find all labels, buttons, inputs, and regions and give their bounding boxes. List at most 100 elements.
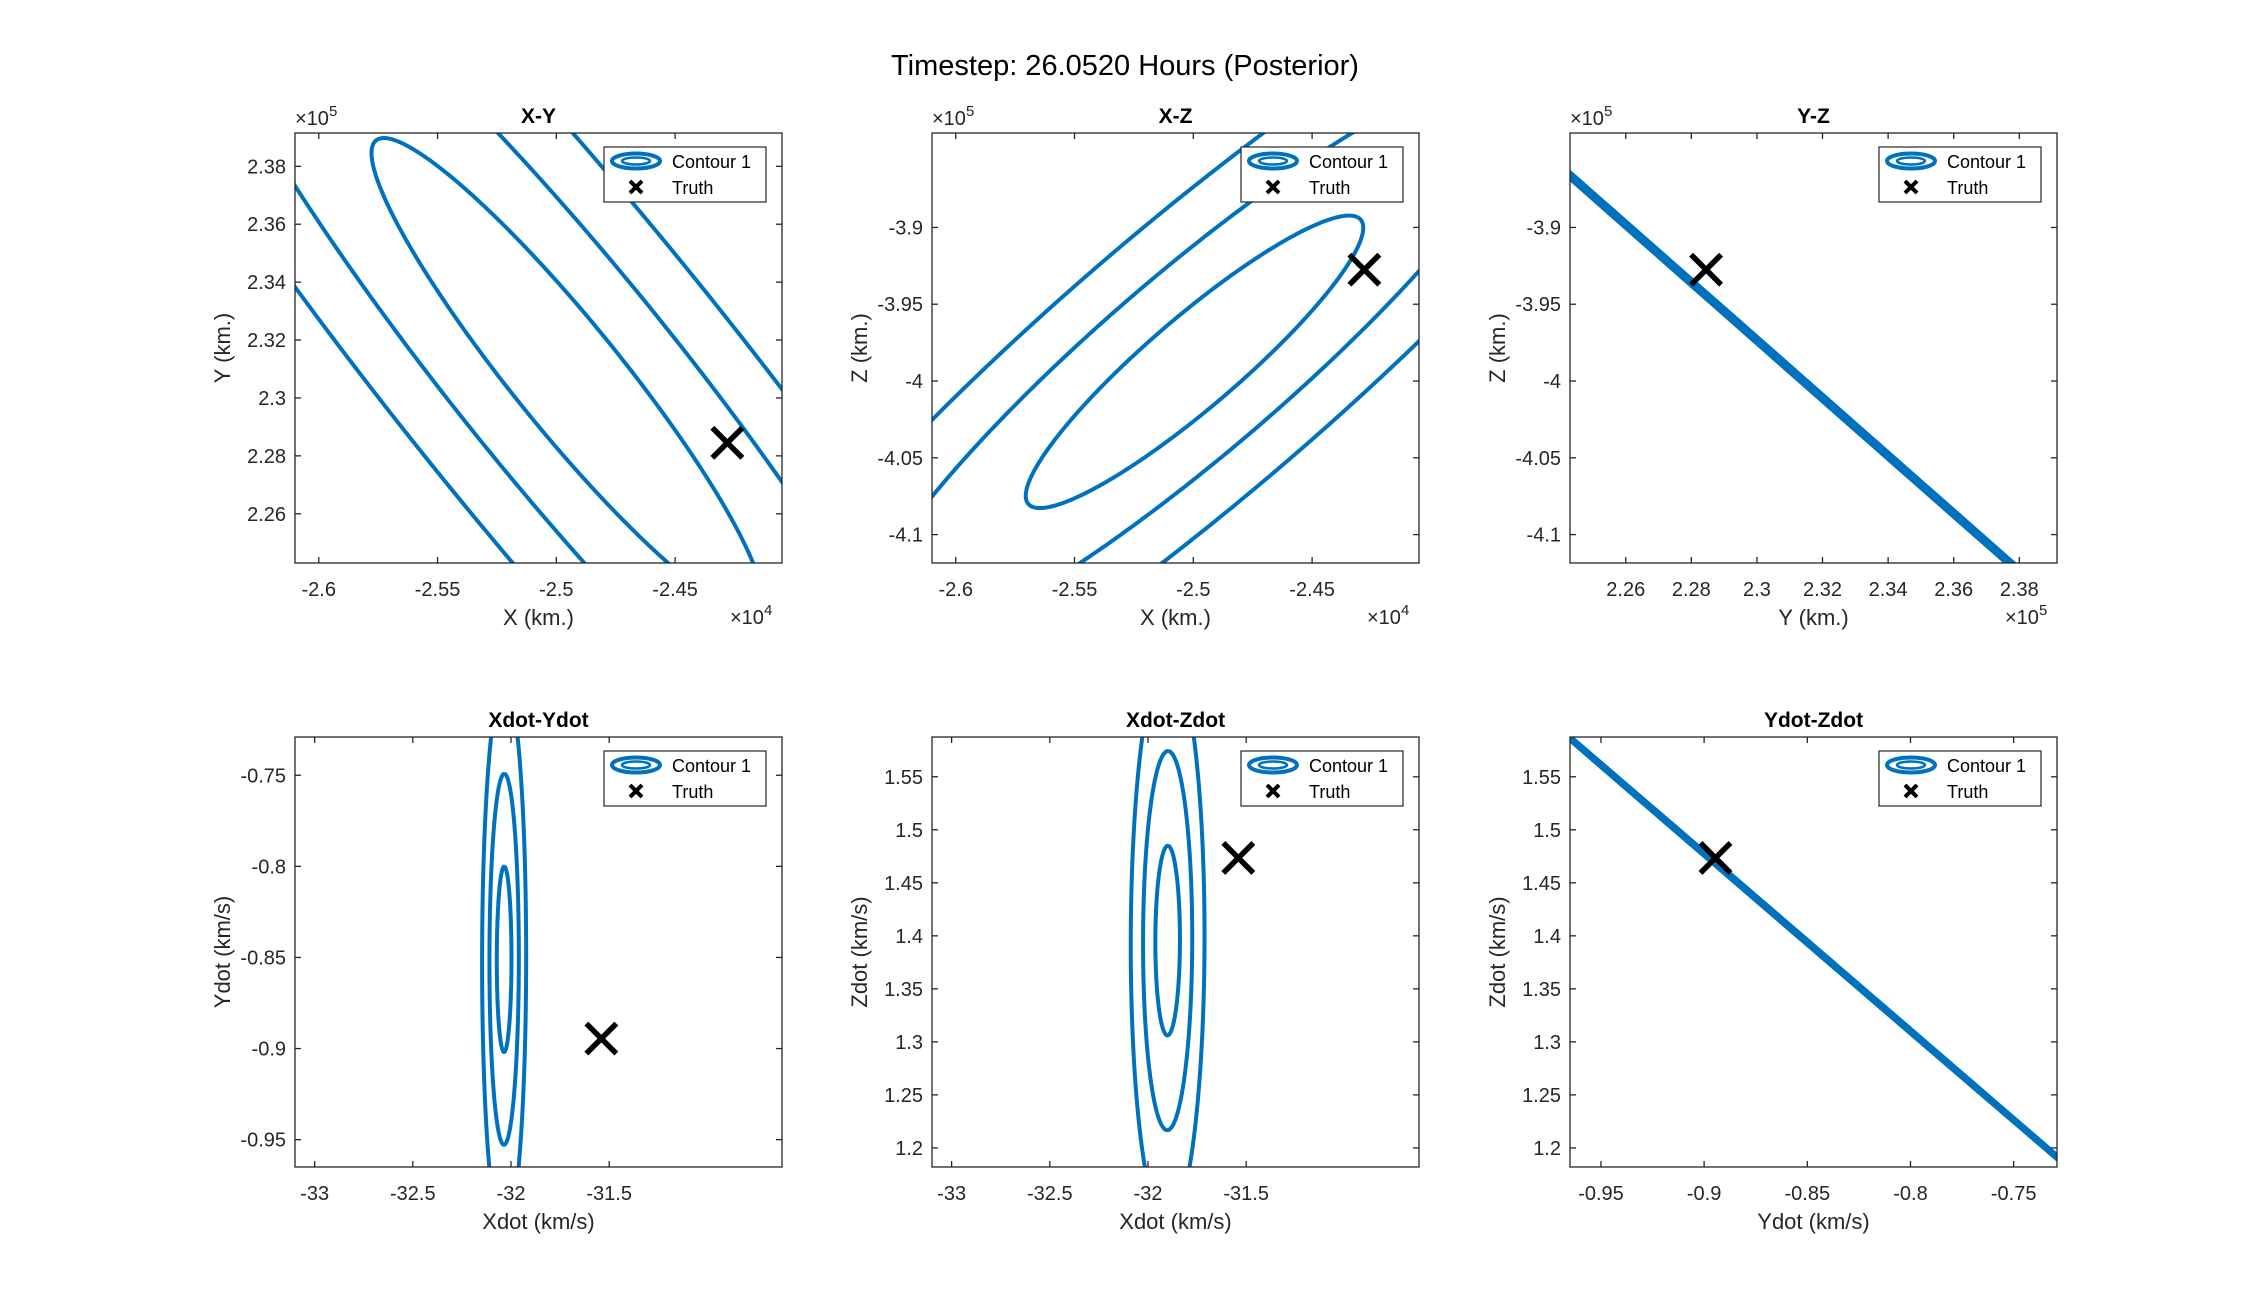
legend-entry-truth: Truth xyxy=(1309,782,1350,802)
contour-level-1 xyxy=(1153,843,1182,1038)
chart-y-z: 2.26 2.28 2.3 2.32 2.34 2.36 2.38 -4.1 -4.05 -4 -3… xyxy=(1485,103,2058,630)
y-tick-label: -4.05 xyxy=(1515,448,1561,470)
y-tick-label: -3.9 xyxy=(1527,217,1561,239)
legend-contour-icon xyxy=(1885,151,1937,171)
y-exponent-label: ×105 xyxy=(295,103,337,130)
x-axis-label: Y (km.) xyxy=(1778,605,1848,630)
axes-box xyxy=(931,132,1420,564)
x-axis-label: Xdot (km/s) xyxy=(482,1209,594,1234)
axes-box xyxy=(294,736,783,1168)
legend: Contour 1 Truth xyxy=(603,146,767,203)
y-exponent-label: ×105 xyxy=(932,103,974,130)
y-axis-label: Z (km.) xyxy=(1485,313,1510,383)
contour-level-3 xyxy=(932,133,1419,563)
truth-marker xyxy=(1221,840,1256,875)
y-tick-label: 1.45 xyxy=(884,873,923,895)
chart-x-y: -2.6 -2.55 -2.5 -2.45 2.26 2.28 2.3 2.32 2.34 2.3… xyxy=(210,103,783,630)
x-tick-label: -32.5 xyxy=(390,1183,436,1205)
x-tick-label: -2.45 xyxy=(652,579,698,601)
y-axis-label: Zdot (km/s) xyxy=(847,896,872,1007)
contour-level-3 xyxy=(1128,737,1207,1167)
x-tick-label: 2.3 xyxy=(1743,579,1771,601)
y-axis-label: Y (km.) xyxy=(210,313,235,383)
contour-level-3 xyxy=(1570,737,2057,1162)
y-tick-label: 1.4 xyxy=(1533,926,1561,948)
x-tick-label: -0.75 xyxy=(1991,1183,2037,1205)
x-axis-label: X (km.) xyxy=(503,605,574,630)
y-tick-label: -3.95 xyxy=(877,294,923,316)
chart-title: X-Z xyxy=(1159,105,1193,128)
contour-level-1 xyxy=(494,864,514,1055)
y-tick-label: 2.3 xyxy=(258,388,286,410)
contour-level-2 xyxy=(487,771,521,1147)
legend: Contour 1 Truth xyxy=(603,750,767,807)
chart-x-z: -2.6 -2.55 -2.5 -2.45 -4.1 -4.05 -4 -3.95 -3.9 ×1… xyxy=(847,103,1420,630)
y-axis-label: Z (km.) xyxy=(847,313,872,383)
x-tick-label: 2.34 xyxy=(1869,579,1908,601)
x-tick-label: -32 xyxy=(497,1183,526,1205)
y-tick-label: -0.85 xyxy=(240,947,286,969)
truth-marker xyxy=(1689,252,1724,287)
y-tick-label: 2.34 xyxy=(247,272,286,294)
y-tick-label: 1.3 xyxy=(895,1032,923,1054)
x-tick-label: -2.55 xyxy=(1052,579,1098,601)
contour-lines xyxy=(1570,737,2057,1162)
chart-title: Ydot-Zdot xyxy=(1764,709,1863,732)
contour-level-1 xyxy=(1023,213,1366,511)
x-tick-label: -31.5 xyxy=(1223,1183,1269,1205)
legend-entry-contour: Contour 1 xyxy=(1309,152,1388,172)
legend-truth-icon xyxy=(1903,783,1919,799)
truth-marker xyxy=(710,425,745,460)
legend-entry-contour: Contour 1 xyxy=(672,152,751,172)
legend-truth-icon xyxy=(1265,783,1281,799)
y-tick-label: 1.55 xyxy=(1522,767,1561,789)
chart-title: Xdot-Zdot xyxy=(1126,709,1225,732)
x-tick-label: 2.36 xyxy=(1934,579,1973,601)
x-tick-label: 2.38 xyxy=(2000,579,2039,601)
x-tick-label: -0.95 xyxy=(1578,1183,1624,1205)
legend-entry-contour: Contour 1 xyxy=(1309,756,1388,776)
truth-marker xyxy=(1698,840,1733,875)
legend-entry-truth: Truth xyxy=(1947,178,1988,198)
contour-level-2 xyxy=(1570,170,2016,563)
y-tick-label: -4 xyxy=(1543,371,1561,393)
axes-box xyxy=(1569,132,2058,564)
legend-entry-contour: Contour 1 xyxy=(672,756,751,776)
legend-truth-icon xyxy=(628,783,644,799)
y-tick-label: 1.45 xyxy=(1522,873,1561,895)
legend-entry-truth: Truth xyxy=(1309,178,1350,198)
x-axis-label: Ydot (km/s) xyxy=(1757,1209,1869,1234)
y-tick-label: 1.35 xyxy=(1522,979,1561,1001)
contour-level-1 xyxy=(369,136,756,563)
x-tick-label: -2.6 xyxy=(939,579,973,601)
axes-box xyxy=(931,736,1420,1168)
legend: Contour 1 Truth xyxy=(1240,750,1404,807)
y-tick-label: 1.35 xyxy=(884,979,923,1001)
contour-lines xyxy=(1128,737,1207,1167)
x-exponent-label: ×104 xyxy=(1367,602,1409,629)
legend-contour-icon xyxy=(610,755,662,775)
legend-contour-icon xyxy=(1885,755,1937,775)
legend-entry-truth: Truth xyxy=(672,178,713,198)
y-tick-label: 2.32 xyxy=(247,330,286,352)
chart-title: Xdot-Ydot xyxy=(488,709,588,732)
legend-contour-icon xyxy=(610,151,662,171)
contour-lines xyxy=(932,133,1419,563)
y-tick-label: 1.25 xyxy=(884,1085,923,1107)
y-tick-label: 1.2 xyxy=(1533,1138,1561,1160)
legend-contour-icon xyxy=(1247,151,1299,171)
y-tick-label: -4.1 xyxy=(1527,525,1561,547)
truth-marker xyxy=(584,1021,619,1056)
legend-entry-truth: Truth xyxy=(672,782,713,802)
legend-truth-icon xyxy=(1903,179,1919,195)
x-tick-label: -2.5 xyxy=(539,579,573,601)
x-tick-label: -33 xyxy=(300,1183,329,1205)
y-tick-label: 1.4 xyxy=(895,926,923,948)
x-tick-label: -33 xyxy=(937,1183,966,1205)
legend-contour-icon xyxy=(1247,755,1299,775)
y-axis-label: Ydot (km/s) xyxy=(210,896,235,1008)
chart-xdot-zdot: -33 -32.5 -32 -31.5 1.2 1.25 1.3 1.35 1.4 1.45 1.5… xyxy=(847,709,1420,1234)
x-tick-label: 2.32 xyxy=(1803,579,1842,601)
contour-level-3 xyxy=(295,133,782,563)
